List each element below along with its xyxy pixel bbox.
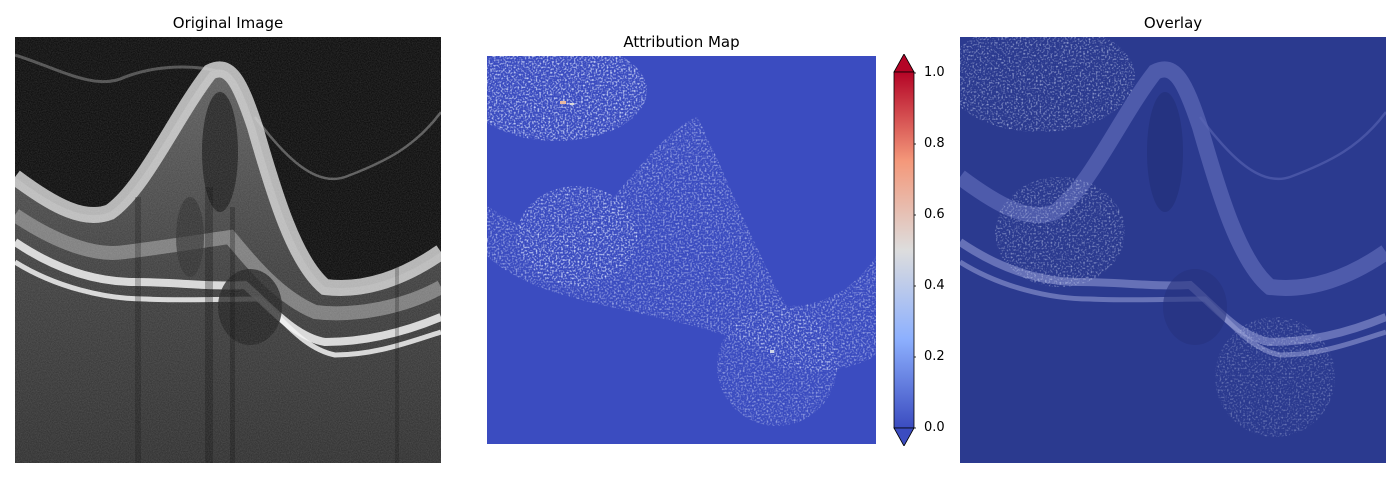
colorbar-tick-label: 0.0	[924, 420, 945, 435]
attribution-heatmap	[487, 56, 876, 444]
original-image-title: Original Image	[172, 14, 284, 32]
overlay-image	[960, 37, 1386, 463]
colorbar-tick-label: 0.4	[924, 278, 945, 293]
colorbar-tick-label: 0.2	[924, 349, 945, 364]
colorbar	[892, 53, 918, 447]
colorbar-tick-label: 0.6	[924, 207, 945, 222]
colorbar-tick-label: 1.0	[924, 65, 945, 80]
original-oct-image	[15, 37, 441, 463]
overlay-title: Overlay	[1143, 14, 1203, 32]
colorbar-tick-label: 0.8	[924, 136, 945, 151]
attribution-map-title: Attribution Map	[623, 33, 740, 51]
